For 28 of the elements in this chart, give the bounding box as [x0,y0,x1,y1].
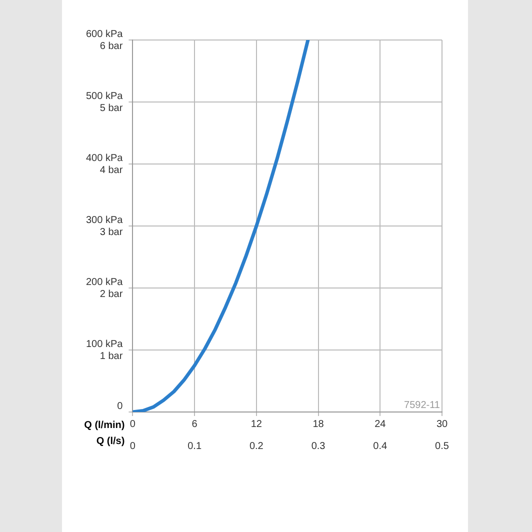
x-axis-title: Q (l/min) [84,420,125,431]
y-tick-label: 300 kPa [86,214,124,226]
x-tick-label: 18 [312,418,324,430]
y2-tick-label: 2 bar [100,288,124,300]
x-tick-label: 30 [436,418,448,430]
x2-tick-label: 0.4 [373,440,388,452]
x-tick-label: 0 [130,418,136,430]
y-tick-label: 100 kPa [86,338,124,350]
y-tick-label: 400 kPa [86,152,124,164]
y2-tick-label: 6 bar [100,40,124,52]
x2-tick-label: 0 [130,440,136,452]
x-tick-label: 12 [250,418,262,430]
annotation: 7592-11 [404,400,440,411]
y-tick-label: 0 [117,400,124,412]
y-tick-label: 600 kPa [86,28,124,40]
x2-tick-label: 0.2 [249,440,264,452]
x2-tick-label: 0.5 [435,440,450,452]
y2-tick-label: 3 bar [100,226,124,238]
x2-tick-label: 0.1 [188,440,202,452]
y2-tick-label: 5 bar [100,102,124,114]
x-tick-label: 6 [192,418,198,430]
x-tick-label: 24 [374,418,386,430]
y2-tick-label: 4 bar [100,164,124,176]
y-tick-label: 200 kPa [86,276,124,288]
x2-tick-label: 0.3 [311,440,326,452]
x2-axis-title: Q (l/s) [96,436,125,447]
y-tick-label: 500 kPa [86,90,124,102]
y2-tick-label: 1 bar [100,350,124,362]
